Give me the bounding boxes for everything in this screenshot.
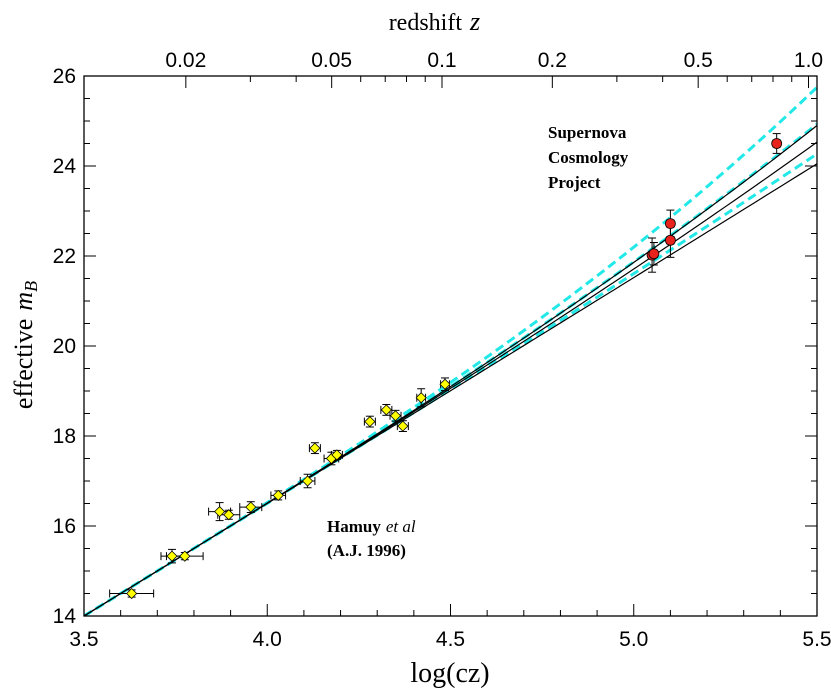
y-axis-label-prefix: effective (9, 319, 38, 409)
x-axis-label: log(cz) (410, 658, 489, 689)
high-z-point-2 (665, 218, 676, 230)
low-z-point-14 (397, 420, 409, 432)
y-tick-label: 22 (53, 245, 76, 268)
high-z-point-4 (771, 138, 783, 149)
low-z-point-3 (214, 506, 226, 518)
hamuy-annotation: Hamuy et al (A.J. 1996) (327, 517, 416, 560)
top-tick-label: 0.05 (311, 49, 352, 72)
x-tick-label: 5.5 (802, 628, 831, 651)
model-curve-solid-lower (84, 163, 817, 616)
x-tick-label: 4.0 (253, 628, 282, 651)
y-tick-label: 20 (53, 335, 76, 358)
high-z-point-3 (665, 234, 676, 246)
hamuy-line-2: (A.J. 1996) (327, 541, 406, 560)
y-axis-label-subscript: B (21, 281, 41, 292)
y-tick-label: 18 (53, 425, 76, 448)
axes: 3.5 4.0 4.5 5.0 5.5 14 16 18 20 22 24 26 0.02 0.05 0.1… (53, 49, 831, 651)
y-axis-label-symbol: m (9, 292, 38, 311)
low-z-point-15 (415, 392, 427, 404)
low-z-point-16 (439, 378, 451, 390)
x-tick-label: 5.0 (619, 628, 648, 651)
low-z-point-6 (272, 489, 284, 501)
plot-frame (83, 75, 818, 617)
hamuy-name: Hamuy (327, 517, 381, 536)
x-tick-label: 4.5 (436, 628, 465, 651)
top-tick-label: 0.1 (427, 49, 456, 72)
top-tick-label: 0.02 (165, 49, 206, 72)
model-curves (84, 86, 817, 616)
low-z-point-12 (380, 404, 392, 416)
scp-annotation: Supernova Cosmology Project (548, 123, 629, 192)
y-tick-label: 14 (53, 605, 77, 628)
low-z-point-2 (179, 550, 191, 562)
y-axis-label: effective mB (9, 281, 41, 409)
top-axis-title: redshift (389, 10, 463, 36)
data-points (126, 138, 783, 600)
scp-line-1: Supernova (548, 123, 627, 142)
low-z-point-8 (309, 442, 321, 454)
high-z-point-1 (648, 248, 660, 260)
low-z-point-11 (364, 416, 376, 428)
low-z-point-13 (389, 410, 402, 422)
top-tick-label: 0.2 (538, 49, 567, 72)
hamuy-etal: et al (386, 517, 416, 536)
top-axis-symbol: z (469, 7, 480, 36)
model-curve-solid-upper (84, 125, 817, 616)
low-z-point-4 (223, 509, 235, 521)
hamuy-line-1: Hamuy et al (327, 517, 416, 536)
model-curve-dashed-upper (84, 86, 817, 616)
top-tick-label: 0.5 (684, 49, 713, 72)
top-tick-label: 1.0 (794, 49, 823, 72)
x-tick-label: 3.5 (69, 628, 98, 651)
model-curve-dashed-middle (84, 122, 817, 616)
low-z-point-5 (245, 501, 257, 513)
x-axis-label-text: log(cz) (410, 658, 489, 689)
low-z-point-1 (166, 550, 178, 562)
low-z-point-0 (126, 587, 138, 600)
scp-line-2: Cosmology (548, 148, 629, 167)
model-curve-solid-middle (84, 141, 817, 616)
y-tick-label: 24 (53, 155, 77, 178)
y-tick-label: 16 (53, 515, 76, 538)
error-bars (109, 133, 781, 598)
y-tick-label: 26 (53, 65, 76, 88)
low-z-point-10 (331, 449, 343, 461)
scp-line-3: Project (548, 173, 601, 192)
low-z-point-7 (301, 475, 314, 487)
